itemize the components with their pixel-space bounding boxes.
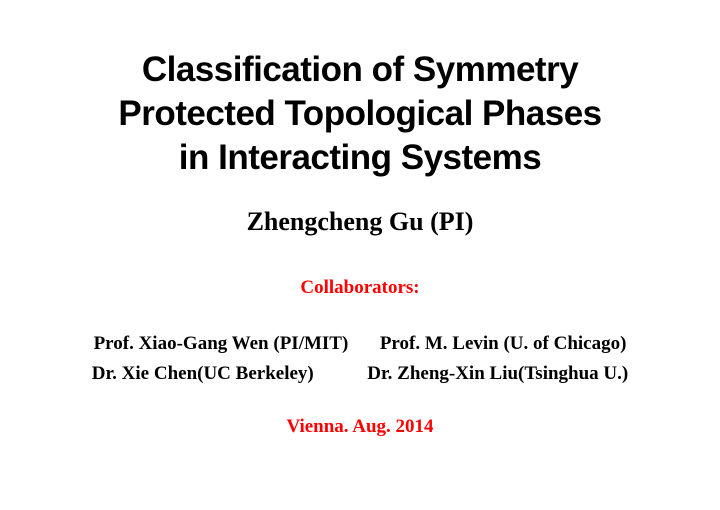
- author-name: Zhengcheng Gu (PI): [40, 207, 680, 237]
- venue-date: Vienna. Aug. 2014: [40, 416, 680, 438]
- collaborator-4: Dr. Zheng-Xin Liu(Tsinghua U.): [367, 359, 628, 388]
- collaborator-3: Dr. Xie Chen(UC Berkeley): [92, 359, 314, 388]
- presentation-title: Classification of Symmetry Protected Top…: [40, 48, 680, 179]
- collaborators-row-2: Dr. Xie Chen(UC Berkeley) Dr. Zheng-Xin …: [40, 359, 680, 388]
- collaborator-1: Prof. Xiao-Gang Wen (PI/MIT): [94, 329, 349, 358]
- collaborator-2: Prof. M. Levin (U. of Chicago): [380, 329, 627, 358]
- title-line-1: Classification of Symmetry: [40, 48, 680, 92]
- title-line-3: in Interacting Systems: [40, 136, 680, 180]
- collaborators-row-1: Prof. Xiao-Gang Wen (PI/MIT) Prof. M. Le…: [40, 329, 680, 358]
- collaborators-label: Collaborators:: [40, 277, 680, 299]
- slide-container: Classification of Symmetry Protected Top…: [0, 0, 720, 510]
- title-line-2: Protected Topological Phases: [40, 92, 680, 136]
